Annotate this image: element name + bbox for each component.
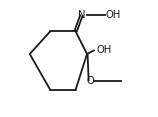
Text: O: O (87, 76, 95, 86)
Text: OH: OH (105, 10, 120, 20)
Text: N: N (78, 10, 85, 20)
Text: OH: OH (97, 45, 112, 55)
